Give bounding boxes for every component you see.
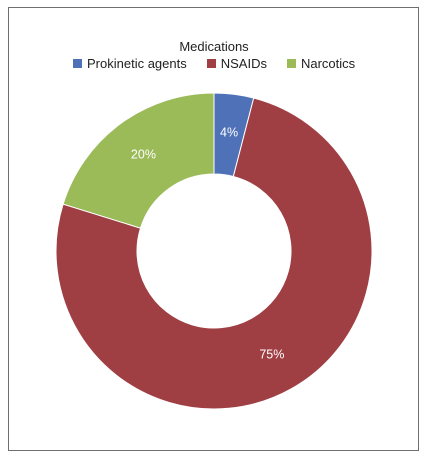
legend-label-prokinetic-agents: Prokinetic agents (87, 56, 187, 71)
legend-title: Medications (179, 39, 249, 54)
legend-swatch-prokinetic-agents (73, 59, 82, 68)
legend-label-nsaids: NSAIDs (220, 56, 267, 71)
legend-swatch-nsaids (206, 59, 216, 68)
legend-swatch-narcotics (286, 59, 296, 68)
data-label-nsaids: 75% (259, 347, 284, 361)
legend: Prokinetic agents NSAIDs Narcotics (73, 56, 355, 71)
slice-narcotics (62, 92, 215, 229)
legend-item-prokinetic-agents: Prokinetic agents (73, 56, 187, 71)
slice-nsaids (55, 97, 373, 410)
data-label-prokinetic-agents: 4% (220, 125, 238, 139)
data-label-narcotics: 20% (131, 147, 156, 161)
legend-item-nsaids: NSAIDs (206, 56, 267, 71)
legend-label-narcotics: Narcotics (300, 56, 356, 71)
legend-item-narcotics: Narcotics (286, 56, 356, 71)
